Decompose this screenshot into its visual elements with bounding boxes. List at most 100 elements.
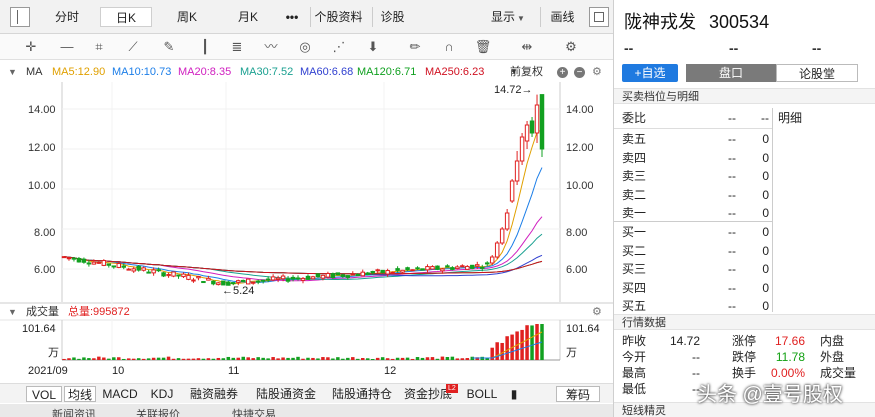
- tab-ma[interactable]: 均线: [64, 386, 96, 402]
- diagnose-link[interactable]: 诊股: [372, 7, 412, 27]
- buy-level-row[interactable]: 买五 -- 0: [614, 297, 875, 315]
- tab-news[interactable]: 新闻资讯: [52, 409, 96, 417]
- sell-level-row[interactable]: 卖二 -- 0: [614, 186, 875, 204]
- split-view-icon[interactable]: ⇹: [521, 39, 533, 54]
- volume-bar: [385, 358, 390, 360]
- quote-cell: 外盘: [820, 350, 845, 364]
- arrow-down-tool-icon[interactable]: ⬇: [367, 39, 379, 54]
- settings-icon[interactable]: ⚙: [592, 66, 602, 78]
- candle-body: [181, 273, 186, 278]
- buy-level-volume: 0: [762, 280, 769, 295]
- tab-northbound-flow[interactable]: 陆股通资金: [255, 387, 316, 401]
- tab-order-book[interactable]: 盘口: [686, 64, 776, 82]
- wave-tool-icon[interactable]: 〰: [264, 39, 278, 54]
- zoom-out-icon[interactable]: −: [574, 67, 585, 78]
- candle-body: [340, 274, 346, 277]
- buy-level-row[interactable]: 买四 -- 0: [614, 279, 875, 297]
- sell-level-row[interactable]: 卖四 -- 0: [614, 149, 875, 167]
- chevron-down-icon: ▼: [510, 67, 518, 76]
- quote-cell: --: [692, 350, 700, 364]
- tab-daily-k[interactable]: 日K: [100, 7, 152, 27]
- sell-level-row[interactable]: 卖五 -- 0: [614, 130, 875, 148]
- volume-bar: [117, 357, 121, 360]
- tab-kdj[interactable]: KDJ: [150, 387, 174, 401]
- candle-body: [509, 180, 515, 202]
- stock-title: 陇神戎发 300534: [624, 8, 769, 34]
- volume-bar: [251, 358, 255, 360]
- trash-icon[interactable]: 🗑: [474, 39, 492, 54]
- volume-bar: [131, 358, 136, 360]
- tab-forum[interactable]: 论股堂: [776, 64, 858, 82]
- add-watchlist-button[interactable]: +自选: [622, 64, 678, 82]
- buy-level-row[interactable]: 买三 -- 0: [614, 260, 875, 278]
- magnet-icon[interactable]: ∩: [444, 39, 454, 54]
- display-menu[interactable]: 显示 ▼: [486, 7, 530, 27]
- vol-axis-top-right: 101.64: [566, 323, 600, 335]
- collapse-icon[interactable]: ▼: [8, 67, 17, 77]
- crop-tool-icon[interactable]: ⌗: [95, 39, 103, 54]
- indicator-scroll-icon[interactable]: ▮: [510, 387, 518, 401]
- layout-toggle-button[interactable]: [10, 7, 30, 27]
- tab-bottom-fishing[interactable]: 资金抄底: [403, 387, 452, 401]
- volume-bar: [67, 358, 71, 360]
- quote-cell: 最低: [622, 382, 647, 396]
- eraser-icon[interactable]: ✏: [409, 39, 421, 54]
- ma250-value: MA250:6.23: [425, 66, 485, 78]
- volume-bar: [455, 358, 460, 360]
- tab-margin[interactable]: 融资融券: [189, 387, 238, 401]
- tab-minute[interactable]: 分时: [54, 10, 79, 24]
- volume-bar: [311, 357, 315, 360]
- more-periods-button[interactable]: •••: [285, 10, 299, 24]
- fib-tool-icon[interactable]: ≣: [231, 39, 243, 54]
- buy-level-volume: 0: [762, 299, 769, 313]
- settings-icon[interactable]: ⚙: [592, 306, 602, 318]
- cycle-tool-icon[interactable]: ◎: [299, 39, 311, 54]
- kline-chart[interactable]: 14.00 12.00 10.00 8.00 6.00 14.00 12.00 …: [0, 82, 613, 382]
- tab-related-quotes[interactable]: 关联报价: [136, 409, 180, 417]
- pen-tool-icon[interactable]: ✎: [163, 39, 175, 54]
- sell-level-row[interactable]: 卖一 -- 0: [614, 204, 875, 222]
- collapse-icon[interactable]: ▼: [8, 307, 17, 317]
- vol-axis-top-left: 101.64: [22, 323, 56, 335]
- tab-quick-trade[interactable]: 快捷交易: [232, 409, 276, 417]
- zoom-in-icon[interactable]: +: [557, 67, 568, 78]
- volume-ma-lines: [472, 331, 543, 359]
- volume-bar: [395, 357, 400, 360]
- bars-tool-icon[interactable]: ┃: [201, 39, 209, 54]
- y-tick-left-8: 8.00: [34, 227, 55, 239]
- candle-body: [71, 257, 77, 260]
- volume-bar: [465, 358, 470, 360]
- tab-vol[interactable]: VOL: [26, 386, 62, 402]
- volume-bar: [485, 357, 489, 360]
- quote-cell: 成交量: [820, 366, 857, 380]
- volume-bar: [176, 358, 181, 360]
- volume-bar: [505, 336, 509, 360]
- candle-body: [420, 268, 425, 271]
- candle-body: [385, 269, 390, 275]
- sell-level-price: --: [728, 132, 736, 146]
- chips-button[interactable]: 筹码: [556, 386, 600, 402]
- volume-bar: [151, 357, 156, 360]
- stock-profile-link[interactable]: 个股资料: [310, 7, 366, 27]
- close-panel-button[interactable]: [589, 7, 609, 27]
- tab-monthly-k[interactable]: 月K: [237, 10, 258, 24]
- crosshair-icon[interactable]: ✛: [25, 39, 37, 54]
- candle-body: [81, 258, 87, 263]
- period-tabs-bar: 分时 日K 周K 月K ••• 个股资料 诊股 显示 ▼ 画线: [0, 0, 613, 34]
- tab-macd[interactable]: MACD: [102, 387, 138, 401]
- candle-body: [504, 212, 510, 230]
- indicator-tabs: VOL 均线 MACD KDJ 融资融券 陆股通资金 陆股通持仓 资金抄底 L2…: [0, 383, 613, 403]
- buy-level-row[interactable]: 买一 -- 0: [614, 223, 875, 241]
- sell-level-row[interactable]: 卖三 -- 0: [614, 167, 875, 185]
- buy-level-row[interactable]: 买二 -- 0: [614, 242, 875, 260]
- settings-icon[interactable]: ⚙: [565, 39, 577, 54]
- line-tool-icon[interactable]: —: [60, 39, 74, 54]
- volume-bar: [420, 357, 425, 360]
- tab-weekly-k[interactable]: 周K: [176, 10, 197, 24]
- gann-tool-icon[interactable]: ⋰: [332, 39, 346, 54]
- tab-boll[interactable]: BOLL: [466, 387, 498, 401]
- draw-line-button[interactable]: 画线: [540, 7, 584, 27]
- candle-body: [514, 160, 520, 182]
- fan-tool-icon[interactable]: ⟋: [128, 39, 138, 54]
- tab-northbound-holding[interactable]: 陆股通持仓: [331, 387, 392, 401]
